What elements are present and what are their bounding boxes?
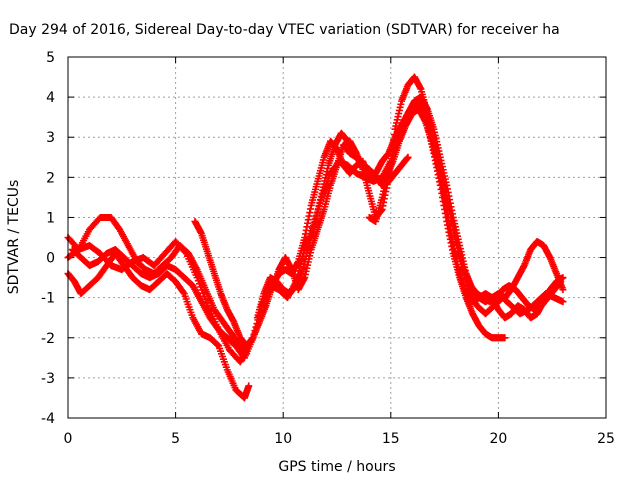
data-point-marker <box>214 341 222 349</box>
y-tick-label: 3 <box>46 130 55 146</box>
data-point-marker <box>501 334 509 342</box>
y-tick-label: -3 <box>41 371 55 387</box>
x-axis-label: GPS time / hours <box>278 459 395 475</box>
y-tick-label: -2 <box>41 331 55 347</box>
data-series <box>64 250 253 402</box>
y-tick-label: -4 <box>41 411 55 427</box>
chart-title: Day 294 of 2016, Sidereal Day-to-day VTE… <box>9 22 560 38</box>
y-tick-label: 4 <box>46 90 55 106</box>
data-point-marker <box>179 288 187 296</box>
data-point-marker <box>404 153 412 161</box>
x-tick-label: 20 <box>489 431 507 447</box>
y-tick-label: 0 <box>46 251 55 267</box>
x-tick-label: 15 <box>382 431 400 447</box>
y-tick-label: 1 <box>46 210 55 226</box>
data-point-marker <box>559 298 567 306</box>
y-axis-label: SDTVAR / TECUs <box>6 180 22 295</box>
y-tick-label: -1 <box>41 291 55 307</box>
x-tick-label: 25 <box>597 431 615 447</box>
data-point-marker <box>245 382 253 390</box>
grid-lines <box>68 57 606 418</box>
plot-frame <box>67 56 607 419</box>
x-tick-label: 10 <box>274 431 292 447</box>
x-tick-label: 0 <box>64 431 73 447</box>
data-series <box>365 93 567 306</box>
data-point-marker <box>559 286 567 294</box>
x-tick-label: 5 <box>171 431 180 447</box>
x-axis-ticks: 0 5 10 15 20 25 <box>64 57 615 447</box>
data-points <box>64 73 567 402</box>
y-tick-label: 5 <box>46 50 55 66</box>
y-tick-label: 2 <box>46 170 55 186</box>
y-axis-ticks: -4 -3 -2 -1 0 1 2 3 4 5 <box>41 50 606 427</box>
data-series <box>339 141 412 189</box>
